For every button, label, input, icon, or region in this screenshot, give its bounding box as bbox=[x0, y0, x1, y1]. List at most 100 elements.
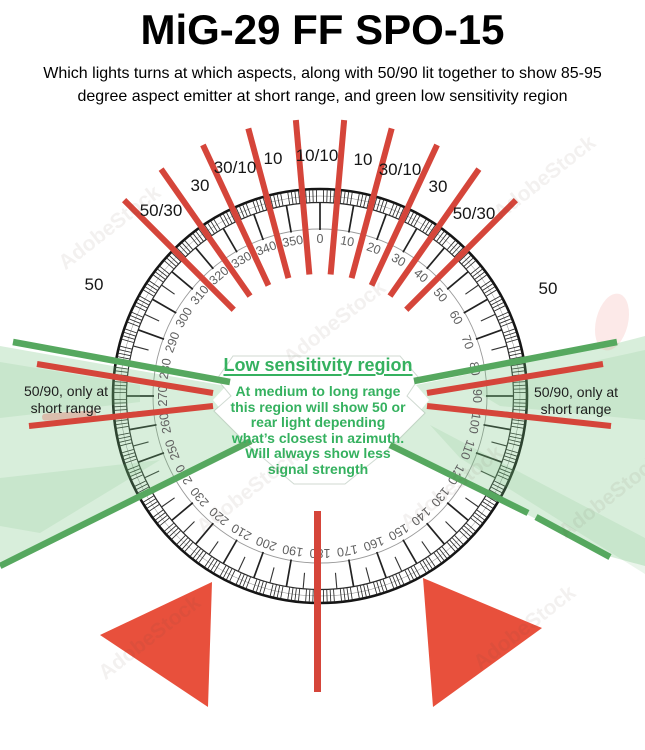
dial-minor-tick bbox=[505, 452, 518, 457]
dial-degree-label: 60 bbox=[446, 308, 465, 327]
dial-minor-tick bbox=[176, 535, 186, 545]
dial-minor-tick bbox=[222, 213, 230, 225]
dial-minor-tick bbox=[131, 474, 143, 481]
dial-minor-tick bbox=[115, 422, 128, 426]
dial-minor-tick bbox=[168, 254, 179, 265]
dial-minor-tick bbox=[480, 280, 492, 288]
dial-major-tick bbox=[375, 551, 387, 579]
dial-minor-tick bbox=[363, 194, 367, 208]
dial-half-tick bbox=[334, 572, 338, 589]
dial-half-tick bbox=[237, 556, 246, 572]
dial-minor-tick bbox=[500, 465, 513, 471]
dial-minor-tick bbox=[503, 328, 516, 334]
dial-minor-tick bbox=[117, 356, 130, 360]
dial-major-tick bbox=[475, 329, 503, 341]
green-region-left bbox=[0, 346, 249, 562]
dial-minor-tick bbox=[499, 468, 512, 474]
dial-minor-tick bbox=[255, 580, 261, 593]
dial-minor-tick bbox=[178, 537, 189, 548]
dial-major-tick bbox=[463, 298, 489, 314]
dial-minor-tick bbox=[159, 265, 170, 275]
dial-half-tick bbox=[445, 521, 458, 534]
dial-minor-tick bbox=[166, 525, 177, 535]
dial-minor-tick bbox=[139, 295, 151, 303]
dial-minor-tick bbox=[333, 589, 335, 602]
dial-minor-tick bbox=[439, 233, 448, 244]
dial-minor-tick bbox=[239, 205, 245, 218]
dial-major-tick bbox=[222, 227, 238, 253]
dial-minor-tick bbox=[229, 210, 236, 222]
dial-minor-tick bbox=[428, 224, 436, 236]
dial-minor-tick bbox=[122, 335, 135, 340]
dial-minor-tick bbox=[395, 205, 401, 218]
dial-major-tick bbox=[375, 213, 387, 241]
dial-minor-tick bbox=[454, 535, 464, 545]
dial-minor-tick bbox=[376, 198, 381, 211]
dial-major-tick bbox=[137, 451, 165, 463]
dial-half-tick bbox=[144, 313, 160, 322]
low-sensitivity-title: Low sensitivity region bbox=[223, 355, 413, 375]
red-triangle-left bbox=[100, 582, 212, 707]
dial-degree-label: 50 bbox=[430, 285, 450, 305]
dial-minor-tick bbox=[470, 265, 481, 275]
dial-minor-tick bbox=[346, 191, 350, 204]
dial-minor-tick bbox=[148, 280, 160, 288]
dial-minor-tick bbox=[219, 565, 227, 577]
dial-minor-tick bbox=[513, 381, 526, 383]
dial-minor-tick bbox=[245, 203, 251, 216]
dial-degree-label: 70 bbox=[459, 333, 477, 351]
dial-half-tick bbox=[208, 541, 219, 555]
dial-degree-label: 170 bbox=[336, 542, 359, 559]
dial-minor-tick bbox=[446, 542, 456, 552]
dial-minor-tick bbox=[376, 581, 381, 594]
sector-label-7: 30/10 bbox=[378, 160, 422, 179]
dial-minor-tick bbox=[113, 384, 127, 387]
dial-minor-tick bbox=[308, 189, 311, 203]
dial-major-tick bbox=[194, 522, 214, 545]
dial-minor-tick bbox=[154, 271, 166, 280]
dial-minor-tick bbox=[192, 548, 201, 559]
dial-minor-tick bbox=[422, 220, 430, 232]
dial-major-tick bbox=[151, 298, 177, 314]
dial-minor-tick bbox=[513, 384, 527, 387]
dial-major-tick bbox=[253, 551, 265, 579]
dial-minor-tick bbox=[329, 589, 332, 603]
side-note-left: 50/90, only at short range bbox=[23, 383, 109, 416]
dial-minor-tick bbox=[454, 247, 464, 257]
dial-minor-tick bbox=[119, 345, 132, 350]
dial-minor-tick bbox=[118, 439, 132, 443]
dial-minor-tick bbox=[484, 498, 496, 506]
dial-minor-tick bbox=[398, 207, 405, 219]
dial-minor-tick bbox=[492, 483, 505, 491]
dial-minor-tick bbox=[189, 235, 199, 246]
dial-minor-tick bbox=[472, 515, 483, 524]
dial-minor-tick bbox=[489, 295, 501, 303]
subtitle-line-2: degree aspect emitter at short range, an… bbox=[77, 88, 568, 105]
sector-label-1: 50/30 bbox=[139, 201, 183, 220]
dial-minor-tick bbox=[184, 542, 194, 552]
dial-minor-tick bbox=[290, 588, 294, 601]
dial-minor-tick bbox=[119, 442, 132, 447]
dial-major-tick bbox=[475, 451, 503, 463]
dial-minor-tick bbox=[508, 349, 522, 353]
dial-minor-tick bbox=[116, 425, 129, 429]
dial-minor-tick bbox=[480, 504, 492, 512]
dial-minor-tick bbox=[252, 200, 258, 213]
center-note-line: this region will show 50 or bbox=[230, 398, 406, 415]
dial-minor-tick bbox=[419, 562, 427, 574]
dial-minor-tick bbox=[235, 573, 242, 585]
dial-degree-label: 30 bbox=[389, 250, 408, 269]
dial-minor-tick bbox=[498, 471, 511, 477]
dial-minor-tick bbox=[356, 586, 360, 599]
dial-minor-tick bbox=[115, 370, 128, 373]
dial-minor-tick bbox=[504, 331, 517, 337]
dial-minor-tick bbox=[508, 442, 521, 447]
green-region-right-streak bbox=[470, 350, 645, 420]
dial-minor-tick bbox=[511, 425, 524, 429]
dial-minor-tick bbox=[382, 579, 388, 592]
dial-minor-tick bbox=[131, 311, 143, 318]
dial-minor-tick bbox=[298, 190, 301, 204]
dial-major-tick bbox=[446, 502, 469, 522]
dial-minor-tick bbox=[124, 328, 137, 334]
dial-degree-label: 200 bbox=[254, 533, 278, 553]
